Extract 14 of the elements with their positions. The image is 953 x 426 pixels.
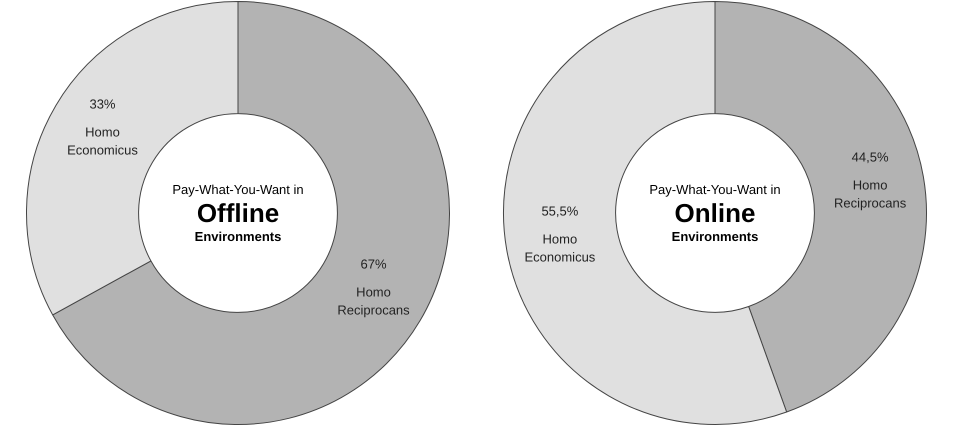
text: Pay-What-You-Want in: [172, 182, 304, 197]
text: Pay-What-You-Want in: [649, 182, 781, 197]
text: Offline: [196, 197, 280, 229]
slice-label: Homo Economicus: [524, 232, 596, 265]
slice-label: Homo Reciprocans: [834, 178, 907, 211]
text: Online: [674, 197, 756, 229]
data-label: 44,5%: [852, 150, 889, 165]
text: Environments: [672, 229, 758, 244]
data-label: 67%: [360, 256, 387, 272]
text: Environments: [194, 229, 282, 244]
slice-label: Homo Reciprocans: [337, 284, 410, 318]
slice-label: Homo Economicus: [67, 124, 138, 158]
data-label: 55,5%: [541, 204, 579, 219]
data-label: 33%: [89, 96, 116, 112]
